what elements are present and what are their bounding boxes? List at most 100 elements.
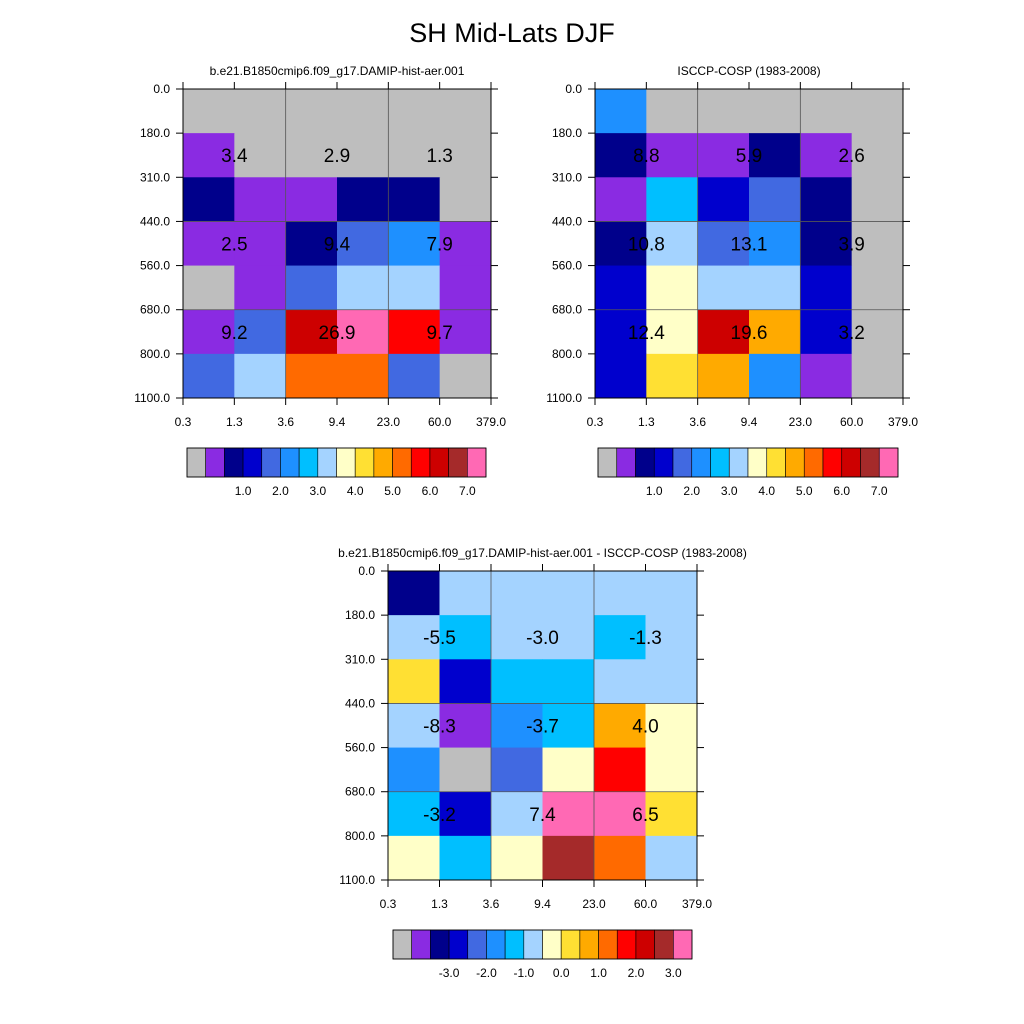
heatmap-cell — [285, 221, 338, 267]
heatmap-cell — [234, 177, 287, 222]
colorbar-swatch — [410, 447, 431, 478]
heatmap-cell — [183, 309, 235, 355]
heatmap-cell — [439, 265, 492, 311]
cell-value-label: 7.4 — [529, 805, 556, 826]
heatmap-cell — [183, 89, 235, 134]
colorbar-frame — [392, 929, 693, 960]
heatmap-cell — [646, 177, 699, 222]
cell-value-label: 19.6 — [731, 323, 768, 344]
colorbar-swatch — [504, 929, 525, 960]
y-tick-label: 1100.0 — [339, 873, 375, 887]
cell-value-label: 5.9 — [736, 146, 762, 167]
y-tick-label: 800.0 — [345, 829, 375, 843]
colorbar-swatch — [186, 447, 206, 478]
x-tick-label: 3.6 — [277, 415, 294, 429]
heatmap-cell — [749, 265, 801, 311]
heatmap-cell — [646, 89, 699, 134]
colorbar-swatch — [542, 929, 562, 960]
heatmap-cell — [697, 309, 750, 355]
y-tick-label: 310.0 — [345, 652, 375, 666]
heatmap-cell — [594, 747, 646, 793]
colorbar-swatch — [242, 447, 263, 478]
cell-value-label: 1.3 — [426, 146, 452, 167]
y-tick-label: 1100.0 — [546, 391, 582, 405]
colorbar-swatch — [841, 447, 861, 478]
heatmap-cell — [645, 659, 698, 704]
heatmap-cell — [646, 265, 699, 311]
heatmap-cell — [337, 177, 389, 222]
x-tick-label: 0.3 — [587, 415, 604, 429]
heatmap-cell — [800, 177, 853, 222]
colorbar-label: 5.0 — [796, 484, 813, 498]
heatmap-cell — [697, 177, 750, 222]
heatmap-cell — [337, 133, 389, 178]
x-tick-label: 1.3 — [226, 415, 243, 429]
heatmap-cell — [594, 703, 646, 749]
heatmap-cell — [594, 791, 646, 837]
heatmap-cell — [697, 133, 750, 178]
y-tick-label: 310.0 — [140, 170, 170, 184]
cell-value-label: 8.8 — [633, 146, 659, 167]
heatmap-cell — [183, 221, 235, 267]
cell-value-label: -3.2 — [423, 805, 456, 826]
colorbar-label: 4.0 — [758, 484, 775, 498]
heatmap-cell — [542, 703, 595, 749]
heatmap-cell — [491, 703, 543, 749]
heatmap-cell — [439, 221, 492, 267]
y-tick-label: 440.0 — [345, 696, 375, 710]
x-tick-label: 60.0 — [840, 415, 864, 429]
heatmap-cell — [594, 835, 646, 881]
colorbar-frame — [186, 447, 487, 478]
x-tick-label: 23.0 — [377, 415, 401, 429]
heatmap-cell — [646, 309, 699, 355]
heatmap-cell — [749, 89, 801, 134]
colorbar-swatch — [803, 447, 824, 478]
heatmap-cell — [646, 221, 699, 267]
heatmap-cell — [749, 133, 801, 178]
heatmap-cell — [439, 177, 492, 222]
heatmap-cell — [594, 659, 646, 704]
colorbar-swatch — [280, 447, 300, 478]
heatmap-panel-1: b.e21.B1850cmip6.f09_g17.DAMIP-hist-aer.… — [134, 64, 506, 498]
heatmap-cell — [285, 309, 338, 355]
y-tick-label: 560.0 — [552, 259, 582, 273]
y-tick-label: 800.0 — [552, 347, 582, 361]
heatmap-cell — [800, 353, 853, 399]
heatmap-cell — [285, 353, 338, 399]
heatmap-cell — [595, 177, 647, 222]
colorbar-label: 1.0 — [646, 484, 663, 498]
cell-value-label: -1.3 — [629, 628, 662, 649]
cell-value-label: 2.9 — [324, 146, 350, 167]
panel-title: b.e21.B1850cmip6.f09_g17.DAMIP-hist-aer.… — [210, 64, 465, 78]
cell-value-label: 26.9 — [319, 323, 356, 344]
heatmap-cell — [439, 659, 492, 704]
heatmap-cell — [439, 615, 492, 660]
heatmap-cell — [491, 835, 543, 881]
heatmap-cell — [800, 133, 853, 178]
colorbar-swatch — [653, 447, 674, 478]
heatmap-cell — [337, 309, 389, 355]
cell-value-label: -5.5 — [423, 628, 456, 649]
cell-value-label: 13.1 — [731, 235, 768, 256]
heatmap-cell — [337, 265, 389, 311]
colorbar-swatch — [467, 447, 487, 478]
colorbar-swatch — [336, 447, 356, 478]
heatmap-cell — [594, 615, 646, 660]
colorbar-label: 1.0 — [590, 966, 607, 980]
heatmap-cell — [697, 221, 750, 267]
page-title: SH Mid-Lats DJF — [409, 18, 615, 48]
colorbar-swatch — [486, 929, 506, 960]
cell-value-label: 10.8 — [628, 235, 665, 256]
colorbar-label: 3.0 — [309, 484, 326, 498]
y-tick-label: 800.0 — [140, 347, 170, 361]
y-tick-label: 180.0 — [345, 608, 375, 622]
heatmap-cell — [439, 571, 492, 616]
colorbar-label: -1.0 — [513, 966, 534, 980]
colorbar-label: -2.0 — [476, 966, 497, 980]
heatmap-cell — [749, 221, 801, 267]
heatmap-cell — [183, 133, 235, 178]
y-tick-label: 680.0 — [345, 785, 375, 799]
heatmap-cell — [595, 353, 647, 399]
heatmap-cell — [234, 89, 287, 134]
